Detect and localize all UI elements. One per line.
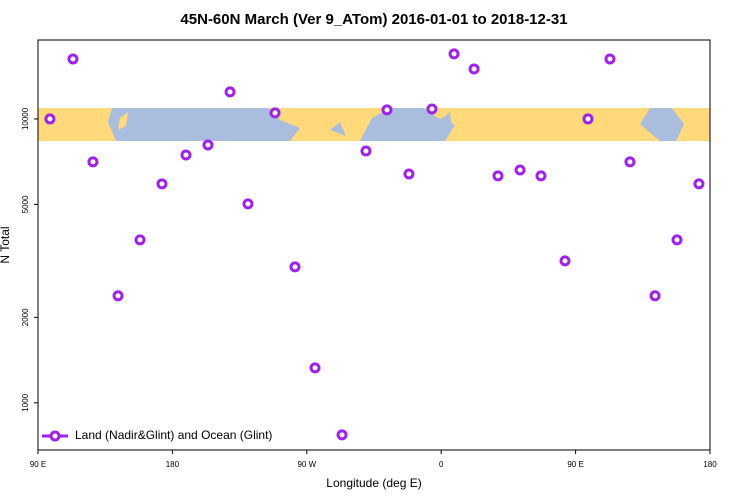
point (381, 104, 393, 116)
legend-marker (49, 430, 61, 442)
point (624, 156, 636, 168)
x-tick-label: 0 (439, 460, 444, 469)
point (180, 149, 192, 161)
x-tick-label: 180 (166, 460, 180, 469)
point (156, 178, 168, 190)
point (289, 261, 301, 273)
sea (440, 112, 452, 130)
point (426, 103, 438, 115)
land (38, 108, 116, 141)
point (604, 53, 616, 65)
point (693, 178, 705, 190)
point (649, 290, 661, 302)
y-tick-label: 1000 (21, 393, 30, 411)
x-axis-label: Longitude (deg E) (326, 476, 421, 490)
land (118, 112, 128, 130)
point (44, 113, 56, 125)
point (224, 86, 236, 98)
map-strip (38, 108, 710, 141)
point (67, 53, 79, 65)
point (559, 255, 571, 267)
point (514, 164, 526, 176)
land (268, 108, 390, 141)
chart-title: 45N-60N March (Ver 9_ATom) 2016-01-01 to… (180, 11, 567, 28)
land (672, 108, 710, 141)
y-tick-label: 5000 (21, 195, 30, 213)
point (309, 362, 321, 374)
point (112, 290, 124, 302)
point (336, 429, 348, 441)
point (535, 170, 547, 182)
y-tick-label: 10000 (21, 107, 30, 130)
point (360, 145, 372, 157)
point (269, 107, 281, 119)
y-axis-label: N Total (0, 226, 12, 263)
x-tick-label: 180 (703, 460, 717, 469)
point (582, 113, 594, 125)
y-tick-label: 2000 (21, 308, 30, 326)
lake (330, 122, 346, 136)
x-tick-label: 90 W (297, 460, 316, 469)
point (448, 48, 460, 60)
legend-label: Land (Nadir&Glint) and Ocean (Glint) (75, 428, 272, 442)
point (134, 234, 146, 246)
point (671, 234, 683, 246)
point (242, 198, 254, 210)
point (87, 156, 99, 168)
point (202, 139, 214, 151)
point (492, 170, 504, 182)
land (424, 108, 660, 141)
point (468, 63, 480, 75)
point (403, 168, 415, 180)
plot-frame (37, 39, 711, 451)
x-tick-label: 90 E (30, 460, 46, 469)
x-tick-label: 90 E (567, 460, 583, 469)
